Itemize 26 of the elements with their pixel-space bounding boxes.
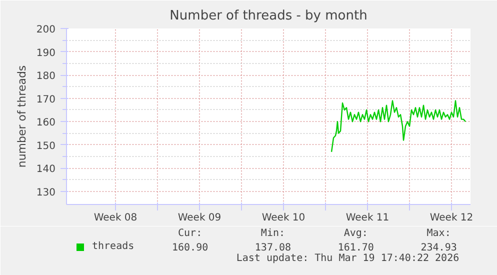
x-tick-label: Week 11 bbox=[346, 212, 390, 224]
text: 137.08 bbox=[254, 242, 292, 254]
text: Min: bbox=[260, 228, 286, 239]
x-tick-label: Week 09 bbox=[178, 212, 222, 224]
y-tick-label: 150 bbox=[36, 140, 56, 152]
text: Last update: Thu Mar 19 17:40:22 2026 bbox=[236, 253, 460, 264]
x-tick-label: Week 12 bbox=[430, 212, 474, 224]
line-series bbox=[330, 100, 466, 152]
text: 234.93 bbox=[420, 242, 457, 254]
text: Cur: bbox=[178, 228, 202, 239]
y-tick-label: 170 bbox=[36, 94, 56, 106]
legend-label: threads bbox=[92, 241, 134, 252]
text: Avg: bbox=[344, 228, 368, 239]
text: 161.70 bbox=[338, 242, 374, 254]
y-tick-label: 190 bbox=[36, 48, 56, 59]
y-axis-title: number of threads bbox=[15, 65, 28, 168]
x-tick-label: Week 10 bbox=[262, 212, 306, 224]
y-tick-label: 180 bbox=[36, 71, 56, 82]
text: 160.90 bbox=[172, 242, 208, 254]
chart-title: Number of threads - by month bbox=[170, 8, 368, 24]
y-tick-label: 200 bbox=[36, 24, 56, 36]
x-tick-label: Week 08 bbox=[94, 212, 138, 224]
y-tick-label: 130 bbox=[36, 187, 56, 198]
y-tick-label: 160 bbox=[36, 118, 56, 129]
text: Max: bbox=[426, 228, 451, 239]
y-tick-label: 140 bbox=[36, 164, 56, 176]
